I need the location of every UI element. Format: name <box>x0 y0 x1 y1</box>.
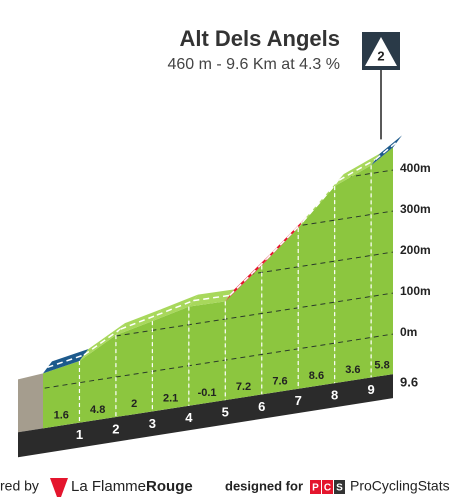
segment-top <box>115 309 162 336</box>
pcs-letter: S <box>336 483 343 494</box>
y-tick-label: 200m <box>400 243 431 257</box>
side-face <box>18 373 43 433</box>
pcs-letter: P <box>312 483 319 494</box>
gradient-label: 7.2 <box>236 381 251 393</box>
y-tick-label: 0m <box>400 325 417 339</box>
x-tick-label: 1 <box>76 427 83 442</box>
grid-line <box>43 332 393 393</box>
segment-top <box>188 289 235 307</box>
gradient-label: 8.6 <box>309 370 324 382</box>
segment-body <box>79 335 116 423</box>
segment-body <box>371 147 393 378</box>
gradient-label: 2.1 <box>163 392 178 404</box>
x-tick-label: 7 <box>295 393 302 408</box>
brand-a: La Flamme <box>71 478 146 495</box>
segment-body <box>152 306 189 412</box>
chart-title: Alt Dels Angels <box>179 26 340 51</box>
x-end-label: 9.6 <box>400 375 418 390</box>
top-centerline <box>338 158 376 181</box>
segment-body <box>225 265 262 401</box>
gradient-label: 4.8 <box>90 404 105 416</box>
top-centerline <box>193 294 230 302</box>
base-strip <box>18 374 393 458</box>
y-tick-label: 300m <box>400 202 431 216</box>
x-tick-label: 5 <box>222 405 229 420</box>
y-tick-label: 100m <box>400 284 431 298</box>
x-tick-label: 8 <box>331 388 338 403</box>
gradient-label: 1.6 <box>54 409 69 421</box>
x-tick-label: 4 <box>185 410 193 425</box>
top-centerline <box>375 140 398 160</box>
brand-b: Rouge <box>146 478 193 495</box>
footer-brand: La FlammeRouge <box>71 478 193 495</box>
gradient-label: 5.8 <box>374 360 389 372</box>
y-tick-label: 400m <box>400 161 431 175</box>
top-centerline <box>229 258 267 296</box>
x-tick-label: 2 <box>112 421 119 436</box>
x-tick-label: 3 <box>149 416 156 431</box>
segment-body <box>334 165 372 384</box>
chart-subtitle: 460 m - 9.6 Km at 4.3 % <box>167 56 340 73</box>
footer-designed: designed for <box>225 478 303 493</box>
top-centerline <box>120 314 158 330</box>
gradient-label: 2 <box>131 398 137 410</box>
pcs-box <box>310 480 321 494</box>
segment-body <box>261 227 299 395</box>
footer-pcs: ProCyclingStats <box>350 478 450 494</box>
segment-body <box>188 301 226 406</box>
badge-triangle <box>365 37 397 66</box>
top-centerline <box>156 299 194 316</box>
pcs-letter: C <box>324 483 331 494</box>
pcs-box <box>334 480 345 494</box>
gradient-label: 3.6 <box>345 364 360 376</box>
gradient-label: 7.6 <box>272 376 287 388</box>
category-label: 2 <box>377 48 384 63</box>
x-tick-label: 9 <box>368 382 375 397</box>
x-tick-label: 6 <box>258 399 265 414</box>
gradient-label: -0.1 <box>198 387 217 399</box>
footer-powered: red by <box>0 478 39 494</box>
top-centerline <box>83 328 121 356</box>
top-centerline <box>265 221 304 261</box>
top-centerline <box>47 354 85 369</box>
segment-body <box>43 360 80 429</box>
pcs-box <box>322 480 333 494</box>
segment-top <box>152 294 198 322</box>
segment-body <box>298 186 335 389</box>
flamme-logo <box>50 478 68 497</box>
segment-top <box>43 348 89 374</box>
segment-body <box>115 321 153 418</box>
